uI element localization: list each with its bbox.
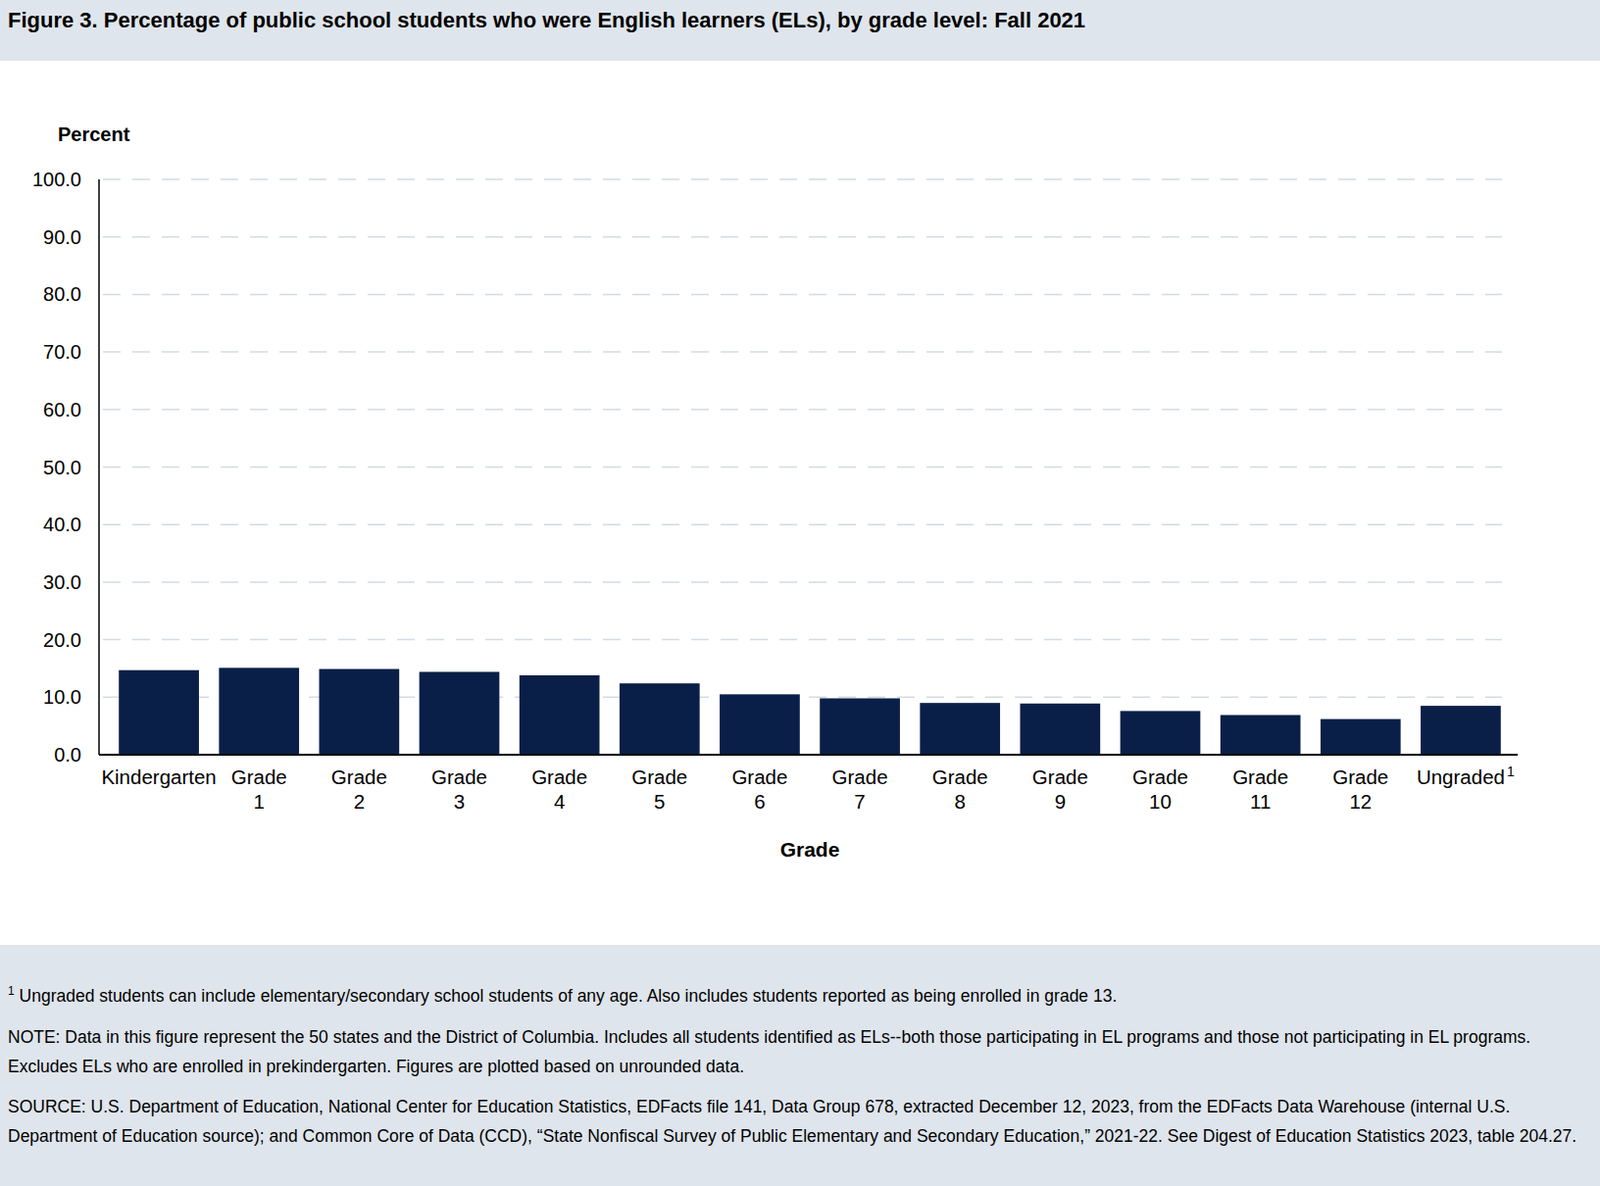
x-tick-label: Grade7 xyxy=(832,765,889,813)
x-tick-label: Grade11 xyxy=(1232,765,1289,813)
y-tick-label: 40.0 xyxy=(43,513,82,536)
footer-band: 1 Ungraded students can include elementa… xyxy=(0,945,1600,1186)
y-tick-label: 50.0 xyxy=(43,456,82,479)
y-tick-label: 70.0 xyxy=(43,341,82,363)
bar xyxy=(1320,719,1401,755)
y-axis-line xyxy=(98,179,100,755)
bar xyxy=(519,675,600,755)
y-axis-label: Percent xyxy=(57,123,131,146)
bars xyxy=(118,667,1501,755)
grid-line xyxy=(102,350,1502,353)
x-tick-label: Grade12 xyxy=(1332,765,1389,813)
x-tick-label: Grade10 xyxy=(1132,765,1189,813)
bar xyxy=(319,669,400,755)
header-band: Figure 3. Percentage of public school st… xyxy=(0,0,1600,61)
grid-line xyxy=(102,178,1502,181)
x-tick-label: Grade6 xyxy=(731,765,788,813)
x-tick-label: Grade8 xyxy=(932,765,989,813)
bar xyxy=(1020,703,1101,755)
title: Figure 3. Percentage of public school st… xyxy=(7,7,1086,34)
bar xyxy=(1220,714,1301,755)
footnote: 1 Ungraded students can include elementa… xyxy=(7,981,1593,1011)
y-tick-label: 60.0 xyxy=(43,399,82,421)
footnote-marker: 1 xyxy=(1506,763,1515,780)
chart: 0.0 10.0 20.0 30.0 40.0 50.0 60.0 70.0 80.0 90.0 1… xyxy=(0,60,1600,944)
y-tick-label: 90.0 xyxy=(43,226,82,249)
grid-line xyxy=(102,294,1502,297)
bar xyxy=(218,667,300,755)
y-tick-label: 100.0 xyxy=(32,168,82,191)
grid-line xyxy=(102,639,1502,642)
bar xyxy=(719,694,800,755)
note: NOTE: Data in this figure represent the … xyxy=(7,1022,1593,1082)
y-tick-label: 10.0 xyxy=(43,686,82,708)
x-tick-label: Grade1 xyxy=(231,765,288,813)
x-tick-label: Grade4 xyxy=(531,765,588,813)
footnote-marker: 1 xyxy=(7,984,15,999)
x-tick-label: Ungraded xyxy=(1416,765,1505,789)
grid-line xyxy=(102,697,1502,700)
bar xyxy=(819,698,900,755)
bar xyxy=(1120,710,1201,755)
footnote-text: Ungraded students can include elementary… xyxy=(14,986,1118,1006)
y-tick-label: 0.0 xyxy=(53,744,82,766)
x-tick-label: Grade2 xyxy=(331,765,388,813)
grid-line xyxy=(102,581,1502,584)
y-tick-label: 20.0 xyxy=(43,629,82,651)
x-tick-label: Grade9 xyxy=(1032,765,1089,813)
grid-line xyxy=(102,408,1502,411)
x-tick-label: Grade3 xyxy=(431,765,488,813)
x-axis-label: Grade xyxy=(780,838,841,861)
x-tick-label: Kindergarten xyxy=(100,765,216,789)
x-axis-line xyxy=(99,753,1518,756)
grid-line xyxy=(102,466,1502,469)
bar xyxy=(1420,705,1501,755)
y-tick-label: 80.0 xyxy=(43,283,82,305)
x-tick-label: Grade5 xyxy=(631,765,688,813)
bar xyxy=(419,671,500,755)
bar xyxy=(118,670,200,755)
y-tick-label: 30.0 xyxy=(43,571,82,594)
bar xyxy=(919,702,1000,755)
grid-line xyxy=(102,236,1502,239)
grid-line xyxy=(102,523,1502,526)
source: SOURCE: U.S. Department of Education, Na… xyxy=(7,1092,1593,1151)
bar xyxy=(619,683,700,755)
